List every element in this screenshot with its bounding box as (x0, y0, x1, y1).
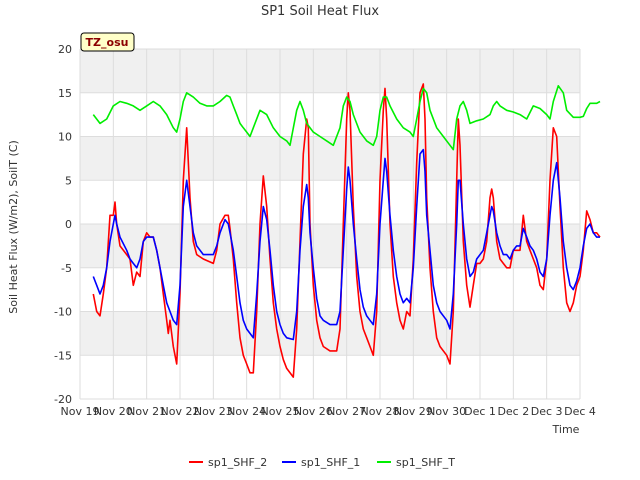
y-tick-label: 15 (58, 87, 72, 100)
legend: sp1_SHF_2 sp1_SHF_1 sp1_SHF_T (189, 456, 455, 469)
x-tick-label: Dec 1 (464, 405, 496, 418)
x-tick-label: Nov 27 (327, 405, 366, 418)
x-tick-label: Nov 28 (361, 405, 400, 418)
y-tick-label: -5 (61, 262, 72, 275)
y-tick-label: 5 (65, 174, 72, 187)
series-layer (92, 83, 601, 378)
series-line-sp1_SHF_1 (92, 148, 600, 341)
plot-band (80, 49, 580, 93)
x-tick-label: Nov 23 (194, 405, 233, 418)
x-tick-label: Nov 26 (294, 405, 333, 418)
y-tick-label: 10 (58, 131, 72, 144)
x-tick-label: Dec 2 (497, 405, 529, 418)
legend-label: sp1_SHF_2 (208, 456, 267, 469)
x-tick-label: Dec 4 (564, 405, 596, 418)
y-axis-label: Soil Heat Flux (W/m2), SoilT (C) (7, 140, 20, 313)
x-tick-label: Nov 29 (394, 405, 433, 418)
y-tick-label: 0 (65, 218, 72, 231)
x-axis-label: Time (552, 423, 580, 436)
plot-band (80, 311, 580, 356)
x-tick-label: Nov 20 (94, 405, 133, 418)
y-tick-label: -15 (54, 349, 72, 362)
site-badge-label: TZ_osu (86, 36, 129, 49)
x-tick-label: Nov 22 (161, 405, 200, 418)
x-tick-label: Nov 25 (261, 405, 300, 418)
series-line-sp1_SHF_T (92, 85, 601, 151)
grid (79, 48, 581, 400)
y-tick-label: -20 (54, 393, 72, 406)
series-line-sp1_SHF_2 (92, 83, 601, 378)
site-badge-box (80, 32, 135, 52)
x-tick-label: Nov 19 (61, 405, 100, 418)
legend-label: sp1_SHF_T (396, 456, 455, 469)
legend-label: sp1_SHF_1 (301, 456, 360, 469)
y-tick-label: -10 (54, 306, 72, 319)
x-tick-label: Dec 3 (531, 405, 563, 418)
x-tick-label: Nov 24 (227, 405, 266, 418)
y-tick-label: 20 (58, 43, 72, 56)
site-badge: TZ_osu (80, 32, 135, 52)
x-tick-label: Nov 30 (427, 405, 466, 418)
x-tick-label: Nov 21 (127, 405, 166, 418)
chart-title: SP1 Soil Heat Flux (261, 4, 379, 19)
